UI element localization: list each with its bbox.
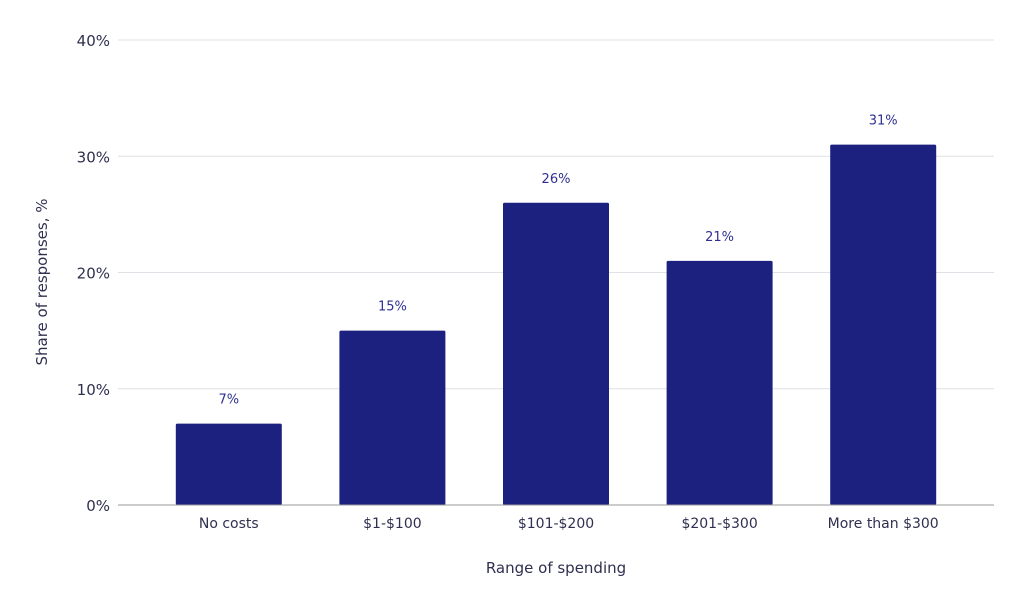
y-tick-label: 10% xyxy=(77,381,110,399)
y-tick-label: 40% xyxy=(77,32,110,50)
y-tick-label: 0% xyxy=(86,497,110,515)
x-tick-label: $201-$300 xyxy=(681,516,757,532)
data-label: 31% xyxy=(869,114,898,129)
y-tick-label: 30% xyxy=(77,148,110,166)
bar xyxy=(503,202,609,505)
x-tick-label: $1-$100 xyxy=(363,516,422,532)
y-tick-label: 20% xyxy=(77,265,110,283)
y-axis-title: Share of responses, % xyxy=(33,198,51,365)
data-label: 7% xyxy=(218,393,239,408)
data-label: 26% xyxy=(542,172,571,187)
bar xyxy=(339,330,446,505)
data-label: 15% xyxy=(378,300,407,315)
bar xyxy=(175,423,282,505)
x-tick-label: More than $300 xyxy=(828,516,939,532)
x-tick-label: No costs xyxy=(199,516,259,532)
bar xyxy=(830,144,937,505)
data-label: 21% xyxy=(705,230,734,245)
x-tick-label: $101-$200 xyxy=(518,516,594,532)
x-axis-ticks: No costs $1-$100 $101-$200 $201-$300 More th… xyxy=(199,516,939,532)
y-axis-ticks: 0% 10% 20% 30% 40% xyxy=(77,32,110,515)
bars: 7% 15% 26% 21% 31% xyxy=(175,114,937,505)
x-axis-title: Range of spending xyxy=(486,559,626,577)
bar xyxy=(666,260,773,505)
